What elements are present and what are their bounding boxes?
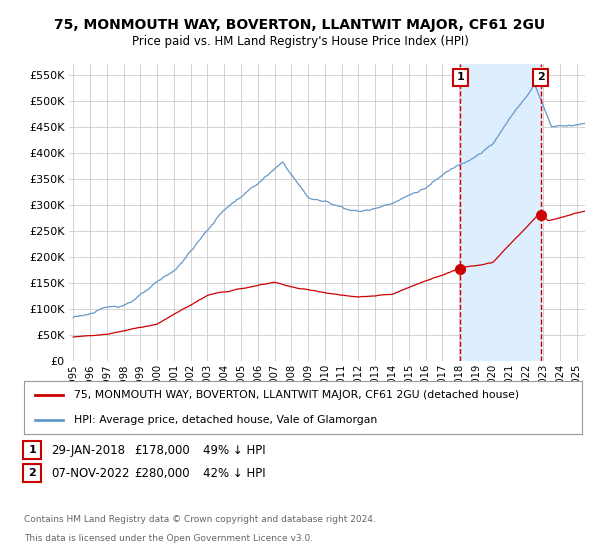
Text: £280,000: £280,000 [134,466,190,480]
Text: 49% ↓ HPI: 49% ↓ HPI [203,444,265,457]
Text: Contains HM Land Registry data © Crown copyright and database right 2024.: Contains HM Land Registry data © Crown c… [24,515,376,524]
Text: 29-JAN-2018: 29-JAN-2018 [52,444,125,457]
Text: 2: 2 [536,72,544,82]
Text: 1: 1 [29,445,36,455]
Text: This data is licensed under the Open Government Licence v3.0.: This data is licensed under the Open Gov… [24,534,313,543]
Text: 75, MONMOUTH WAY, BOVERTON, LLANTWIT MAJOR, CF61 2GU: 75, MONMOUTH WAY, BOVERTON, LLANTWIT MAJ… [55,18,545,32]
Text: HPI: Average price, detached house, Vale of Glamorgan: HPI: Average price, detached house, Vale… [74,414,377,424]
Text: 1: 1 [457,72,464,82]
Bar [460,64,541,361]
Text: Price paid vs. HM Land Registry's House Price Index (HPI): Price paid vs. HM Land Registry's House … [131,35,469,49]
Text: 2: 2 [29,468,36,478]
Text: £178,000: £178,000 [134,444,190,457]
Text: 07-NOV-2022: 07-NOV-2022 [52,466,130,480]
Text: 75, MONMOUTH WAY, BOVERTON, LLANTWIT MAJOR, CF61 2GU (detached house): 75, MONMOUTH WAY, BOVERTON, LLANTWIT MAJ… [74,390,520,400]
Text: 42% ↓ HPI: 42% ↓ HPI [203,466,265,480]
